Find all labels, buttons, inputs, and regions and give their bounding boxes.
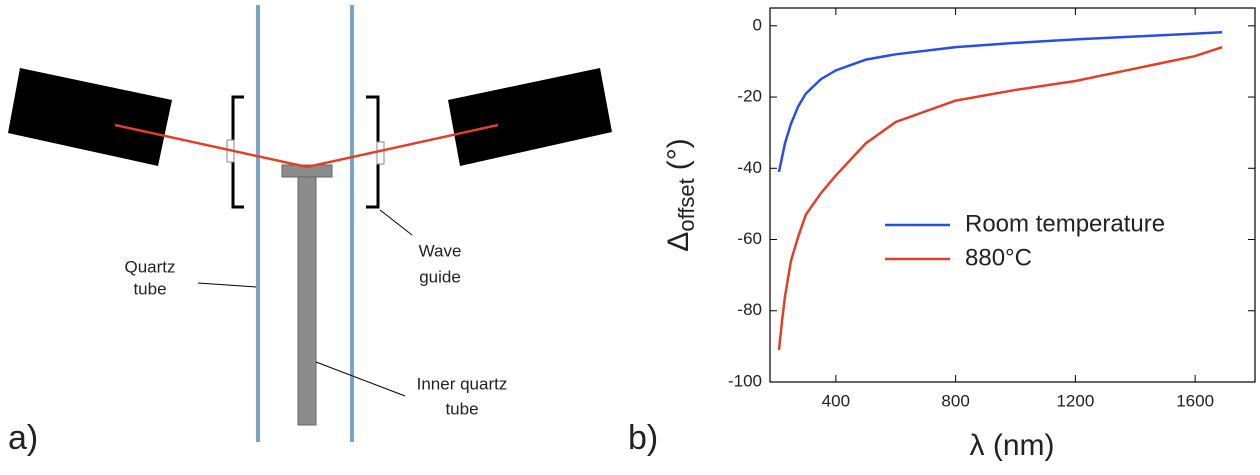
- left-block: [8, 68, 172, 166]
- inner-tube: [297, 176, 317, 426]
- series-line: [777, 30, 1223, 173]
- y-tick-label: 0: [753, 15, 762, 34]
- legend-label: Room temperature: [965, 210, 1165, 237]
- beam: [114, 123, 499, 169]
- y-label-subscript: offset: [674, 178, 699, 231]
- y-tick-label: -40: [737, 158, 762, 177]
- x-axis-label: λ (nm): [970, 429, 1055, 462]
- label: Wave: [419, 241, 462, 260]
- leader: [379, 209, 413, 236]
- window: [376, 141, 385, 165]
- y-label-symbol: Δ: [662, 232, 695, 252]
- label: tube: [133, 279, 166, 298]
- x-tick-label: 800: [941, 391, 969, 410]
- leader: [197, 282, 257, 288]
- leader: [315, 361, 406, 397]
- label: guide: [419, 267, 461, 286]
- plot-frame: [769, 7, 1256, 383]
- x-tick-label: 1600: [1176, 391, 1214, 410]
- y-tick-label: -20: [737, 87, 762, 106]
- series-line: [777, 45, 1223, 351]
- y-tick-label: -60: [737, 229, 762, 248]
- y-tick-label: -100: [728, 371, 762, 390]
- x-tick-label: 400: [822, 391, 850, 410]
- y-tick-label: -80: [737, 300, 762, 319]
- legend-label: 880°C: [965, 244, 1032, 271]
- chart: b) λ (nm) Δoffset (°) 0 -20 -40 -60 -80 -100 40…: [628, 7, 1256, 462]
- right-block: [448, 68, 612, 166]
- label: Inner quartz: [417, 374, 508, 393]
- label: Quartz: [124, 257, 175, 276]
- panel-label: b): [628, 419, 658, 457]
- diagram: Quartz tube Wave guide Inner quartz tube…: [8, 5, 612, 457]
- panel-label: a): [8, 419, 38, 457]
- label: tube: [445, 399, 478, 418]
- y-label-unit: (°): [662, 138, 695, 170]
- y-axis-label: Δoffset (°): [662, 138, 699, 251]
- x-tick-label: 1200: [1056, 391, 1094, 410]
